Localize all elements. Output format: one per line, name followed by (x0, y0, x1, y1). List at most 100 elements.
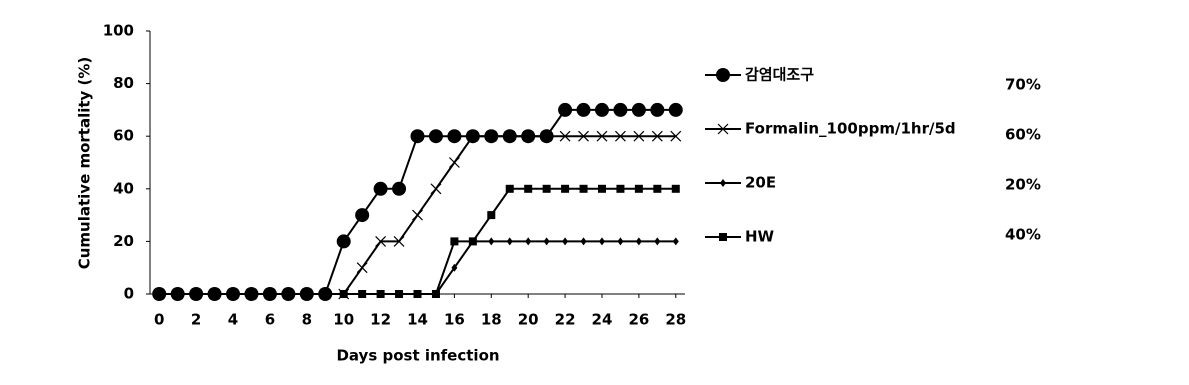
marker (670, 130, 682, 142)
marker (579, 184, 588, 193)
marker (487, 211, 496, 220)
marker (634, 184, 643, 193)
marker (413, 290, 422, 298)
marker (541, 130, 553, 142)
annotation: 70% (1005, 76, 1041, 94)
marker (506, 237, 513, 246)
y-axis-label: Cumulative mortality (%) (76, 57, 94, 270)
marker (671, 184, 680, 193)
marker (668, 102, 683, 117)
marker (522, 130, 534, 142)
x-tick-label: 16 (444, 311, 465, 329)
marker (615, 130, 626, 142)
marker (542, 184, 551, 193)
marker (617, 237, 624, 246)
annotation: 40% (1005, 226, 1041, 244)
x-tick-label: 18 (481, 311, 502, 329)
marker (358, 290, 367, 298)
marker (650, 102, 665, 117)
x-tick-label: 28 (665, 311, 686, 329)
marker (559, 130, 571, 142)
annotation: 60% (1005, 126, 1041, 144)
marker (596, 130, 608, 142)
marker (192, 290, 201, 298)
marker (717, 123, 729, 135)
marker (428, 129, 443, 144)
marker (543, 237, 550, 246)
y-tick-label: 80 (113, 74, 134, 92)
marker (321, 290, 330, 298)
marker (284, 290, 293, 298)
marker (633, 130, 645, 142)
marker (173, 290, 182, 298)
marker (447, 129, 462, 144)
legend-label: 20E (745, 174, 776, 192)
marker (392, 181, 407, 196)
marker (467, 130, 479, 142)
marker (450, 237, 459, 246)
legend-label: HW (745, 228, 775, 246)
marker (525, 237, 532, 246)
marker (485, 130, 497, 142)
x-tick-label: 8 (302, 311, 312, 329)
legend-label: 감염대조구 (745, 66, 814, 84)
marker (613, 102, 628, 117)
marker (597, 184, 606, 193)
marker (504, 130, 516, 142)
marker (336, 234, 351, 249)
x-tick-label: 4 (228, 311, 238, 329)
marker (631, 102, 646, 117)
marker (562, 237, 569, 246)
x-tick-label: 10 (333, 311, 354, 329)
annotation: 20% (1005, 176, 1041, 194)
marker (651, 130, 663, 142)
marker (578, 130, 589, 142)
marker (155, 290, 164, 298)
x-tick-label: 12 (370, 311, 391, 329)
marker (395, 290, 404, 298)
marker (653, 184, 662, 193)
marker (505, 184, 514, 193)
marker (339, 290, 348, 298)
marker (356, 262, 368, 274)
marker (373, 181, 388, 196)
marker (412, 209, 423, 221)
y-tick-label: 20 (113, 232, 134, 250)
marker (598, 237, 605, 246)
marker (355, 208, 370, 223)
marker (558, 102, 573, 117)
x-tick-label: 24 (592, 311, 613, 329)
x-axis-label: Days post infection (336, 347, 499, 365)
marker (210, 290, 219, 298)
y-tick-label: 40 (113, 179, 134, 197)
marker (635, 237, 642, 246)
y-tick-label: 0 (124, 285, 134, 303)
marker (375, 235, 387, 247)
x-tick-label: 6 (265, 311, 275, 329)
marker (580, 237, 587, 246)
marker (302, 290, 311, 298)
marker (229, 290, 238, 298)
marker (431, 290, 440, 298)
marker (594, 102, 609, 117)
x-tick-label: 22 (555, 311, 576, 329)
x-tick-label: 0 (154, 311, 164, 329)
marker (448, 157, 460, 168)
marker (561, 184, 570, 193)
marker (247, 290, 256, 298)
x-tick-label: 26 (628, 311, 649, 329)
marker (488, 237, 495, 246)
marker (719, 233, 727, 241)
marker (468, 237, 477, 246)
marker (265, 290, 274, 298)
marker (451, 263, 458, 272)
y-tick-label: 60 (113, 127, 134, 145)
marker (654, 237, 661, 246)
legend-label: Formalin_100ppm/1hr/5d (745, 120, 956, 138)
series-line (159, 240, 676, 295)
marker (576, 102, 591, 117)
y-tick-label: 100 (103, 22, 134, 40)
marker (616, 184, 625, 193)
x-tick-label: 2 (191, 311, 201, 329)
